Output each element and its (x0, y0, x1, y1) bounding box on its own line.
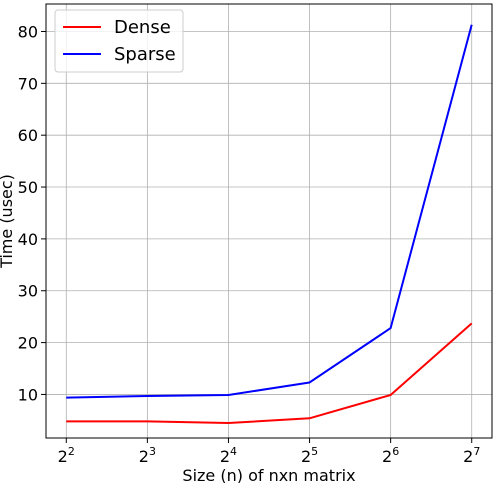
y-tick-label: 70 (18, 74, 38, 93)
x-tick-label-base: 2 (58, 447, 68, 466)
axis-ticks (41, 30, 473, 443)
series-line-sparse (66, 24, 473, 399)
series-line-dense (66, 322, 473, 424)
x-tick-label-base: 2 (220, 447, 230, 466)
x-tick-label: 26 (382, 445, 399, 466)
y-tick-label: 40 (18, 230, 38, 249)
x-tick-label-exponent: 5 (311, 445, 318, 458)
x-tick-label: 24 (220, 445, 237, 466)
y-tick-label: 30 (18, 282, 38, 301)
series-lines (66, 24, 473, 424)
plot-frame (45, 3, 493, 439)
legend-box (54, 9, 184, 73)
y-tick-label: 20 (18, 334, 38, 353)
legend-label-sparse: Sparse (114, 44, 176, 65)
x-tick-label-exponent: 7 (473, 445, 480, 458)
y-tick-label: 10 (18, 385, 38, 404)
x-tick-label: 27 (463, 445, 480, 466)
x-tick-label-base: 2 (463, 447, 473, 466)
x-tick-label-base: 2 (139, 447, 149, 466)
x-tick-label: 23 (139, 445, 156, 466)
x-axis-title: Size (n) of nxn matrix (182, 466, 355, 483)
y-tick-label: 60 (18, 126, 38, 145)
x-tick-label-base: 2 (382, 447, 392, 466)
legend: Dense Sparse (54, 9, 184, 73)
grid (46, 4, 492, 438)
x-tick-label: 22 (58, 445, 75, 466)
y-tick-label: 80 (18, 22, 38, 41)
x-tick-label-exponent: 6 (392, 445, 399, 458)
x-tick-label-exponent: 3 (149, 445, 156, 458)
x-tick-label-exponent: 2 (68, 445, 75, 458)
y-tick-labels: 10 20 30 40 50 60 70 80 (18, 22, 38, 404)
x-tick-label-exponent: 4 (230, 445, 237, 458)
x-tick-labels: 22 23 24 25 26 27 (58, 445, 481, 466)
legend-label-dense: Dense (114, 17, 171, 38)
x-tick-label-base: 2 (301, 447, 311, 466)
x-tick-label: 25 (301, 445, 318, 466)
y-tick-label: 50 (18, 178, 38, 197)
y-axis-title: Time (usec) (0, 174, 16, 269)
